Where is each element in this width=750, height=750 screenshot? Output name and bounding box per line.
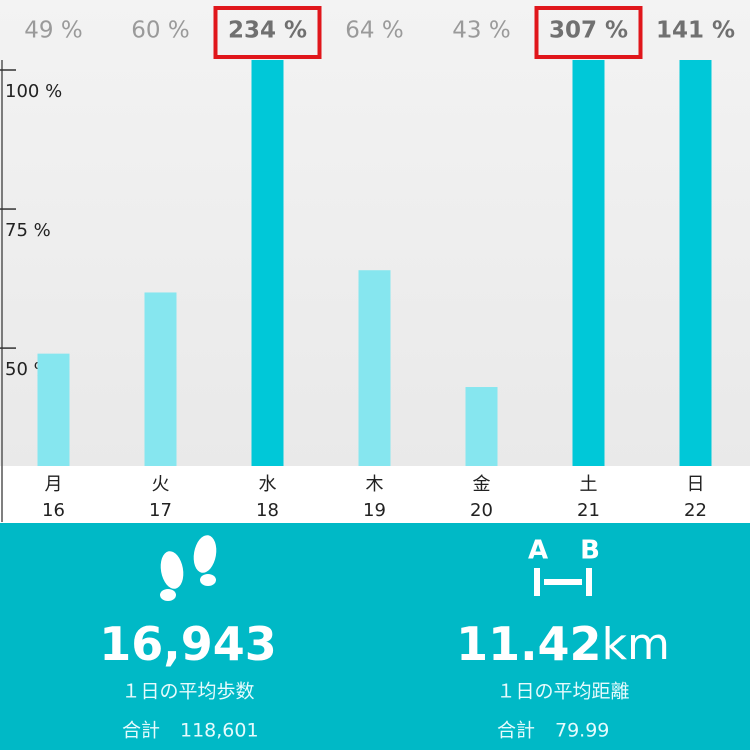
x-tick-label: 水 bbox=[259, 474, 277, 495]
total-value: 118,601 bbox=[180, 720, 259, 742]
highlight-box bbox=[534, 6, 643, 59]
x-tick-label: 日 bbox=[687, 474, 705, 495]
bar bbox=[465, 387, 498, 466]
value-label: 307 % bbox=[549, 18, 628, 44]
value-label: 43 % bbox=[452, 18, 510, 44]
value-label: 141 % bbox=[656, 18, 735, 44]
y-tick-label: 100 % bbox=[5, 81, 62, 102]
stat-number: 11.42 bbox=[456, 617, 602, 671]
stat-value: 16,943 bbox=[99, 617, 277, 671]
x-tick-label: 木 bbox=[366, 474, 384, 495]
x-tick-date: 19 bbox=[363, 500, 386, 521]
value-label: 60 % bbox=[131, 18, 189, 44]
value-label: 49 % bbox=[24, 18, 82, 44]
stat-label: １日の平均歩数 bbox=[121, 681, 254, 703]
bar bbox=[251, 60, 284, 466]
value-label: 234 % bbox=[228, 18, 307, 44]
bar bbox=[144, 292, 177, 466]
bar bbox=[358, 270, 391, 466]
stat-label: １日の平均距離 bbox=[496, 681, 629, 703]
bar bbox=[37, 353, 70, 466]
value-label: 64 % bbox=[345, 18, 403, 44]
x-tick-label: 火 bbox=[152, 474, 170, 495]
highlight-box bbox=[213, 6, 322, 59]
x-tick-date: 20 bbox=[470, 500, 493, 521]
x-tick-label: 月 bbox=[45, 474, 63, 495]
x-tick-date: 22 bbox=[684, 500, 707, 521]
x-tick-label: 土 bbox=[580, 474, 598, 495]
category-strip bbox=[0, 466, 750, 523]
plot-area bbox=[37, 60, 712, 466]
bar bbox=[679, 60, 712, 466]
stat-unit: km bbox=[602, 619, 670, 670]
x-tick-date: 16 bbox=[42, 500, 65, 521]
steps-icon bbox=[160, 535, 217, 601]
x-tick-label: 金 bbox=[473, 474, 491, 495]
total-label: 合計 bbox=[497, 720, 535, 742]
x-tick-date: 18 bbox=[256, 500, 279, 521]
stat-number: 16,943 bbox=[99, 617, 277, 671]
total-value: 79.99 bbox=[555, 720, 609, 742]
bar bbox=[572, 60, 605, 466]
y-tick-label: 75 % bbox=[5, 220, 51, 241]
stats-panel bbox=[0, 523, 750, 750]
stat-value: 11.42km bbox=[456, 617, 670, 671]
distance-icon: A B bbox=[528, 536, 600, 596]
total-label: 合計 bbox=[122, 720, 160, 742]
icon-label: A bbox=[528, 536, 548, 566]
x-tick-date: 21 bbox=[577, 500, 600, 521]
x-tick-date: 17 bbox=[149, 500, 172, 521]
icon-label: B bbox=[580, 536, 600, 566]
